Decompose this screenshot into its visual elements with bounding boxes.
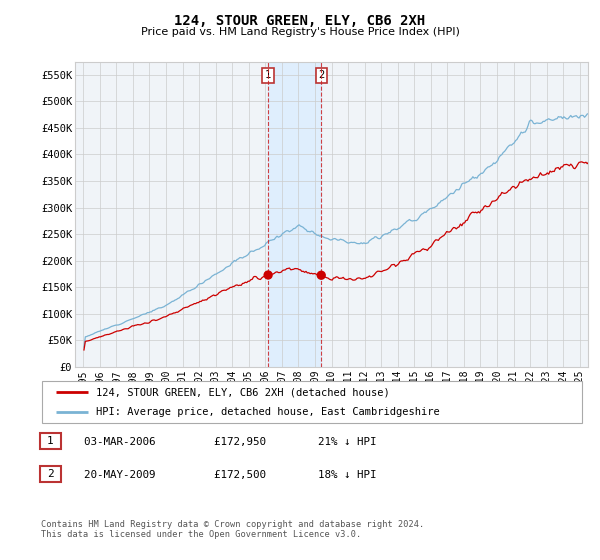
- Bar: [268, 62, 321, 367]
- Text: 124, STOUR GREEN, ELY, CB6 2XH (detached house): 124, STOUR GREEN, ELY, CB6 2XH (detached…: [96, 387, 390, 397]
- Text: 20-MAY-2009         £172,500        18% ↓ HPI: 20-MAY-2009 £172,500 18% ↓ HPI: [71, 470, 376, 480]
- Text: 1: 1: [265, 71, 271, 80]
- Text: 03-MAR-2006         £172,950        21% ↓ HPI: 03-MAR-2006 £172,950 21% ↓ HPI: [71, 437, 376, 447]
- Text: Contains HM Land Registry data © Crown copyright and database right 2024.
This d: Contains HM Land Registry data © Crown c…: [41, 520, 424, 539]
- Text: 1: 1: [47, 436, 54, 446]
- Text: 2: 2: [47, 469, 54, 479]
- Text: HPI: Average price, detached house, East Cambridgeshire: HPI: Average price, detached house, East…: [96, 407, 440, 417]
- FancyBboxPatch shape: [42, 381, 582, 423]
- FancyBboxPatch shape: [40, 466, 61, 482]
- Point: [263, 270, 273, 279]
- Text: 2: 2: [318, 71, 325, 80]
- Point: [316, 271, 326, 280]
- FancyBboxPatch shape: [40, 433, 61, 449]
- Text: 124, STOUR GREEN, ELY, CB6 2XH: 124, STOUR GREEN, ELY, CB6 2XH: [175, 14, 425, 28]
- Text: Price paid vs. HM Land Registry's House Price Index (HPI): Price paid vs. HM Land Registry's House …: [140, 27, 460, 37]
